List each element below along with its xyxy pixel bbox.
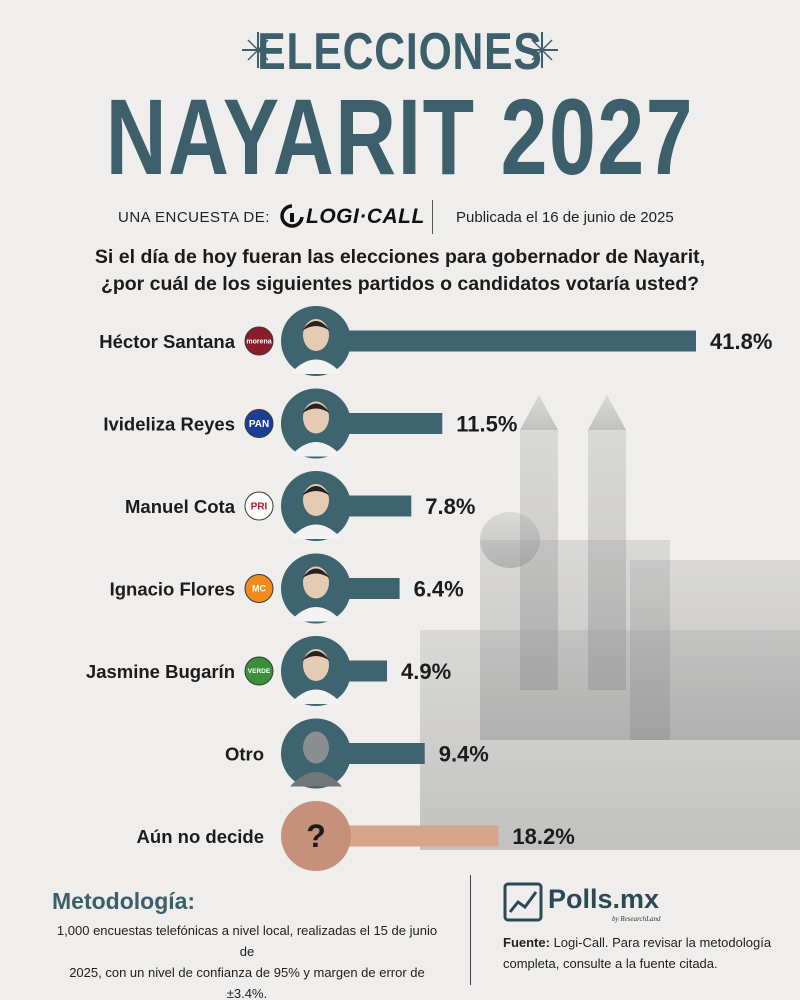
methodology-line-1: 1,000 encuestas telefónicas a nivel loca… bbox=[56, 923, 438, 959]
avatar-body bbox=[290, 359, 342, 374]
category-label: Héctor Santana bbox=[99, 331, 235, 352]
value-label: 7.8% bbox=[425, 494, 475, 519]
party-logo-icon bbox=[244, 409, 274, 438]
chart-row: PAN Ivideliza Reyes 11.5% bbox=[103, 388, 517, 459]
chart-row: Otro 9.4% bbox=[225, 718, 489, 789]
star-ornament-icon bbox=[242, 32, 274, 68]
survey-question: Si el día de hoy fueran las elecciones p… bbox=[0, 244, 800, 298]
party-logo-label: PRI bbox=[251, 501, 268, 512]
title-line-2: NAYARIT 2027 bbox=[105, 76, 695, 197]
chart-row: ? Aún no decide 18.2% bbox=[137, 801, 575, 871]
source-body: Logi-Call. Para revisar la metodología c… bbox=[503, 935, 772, 971]
person-icon bbox=[290, 649, 342, 704]
avatar-hair bbox=[302, 403, 330, 414]
avatar-body bbox=[290, 524, 342, 539]
value-label: 6.4% bbox=[414, 577, 464, 602]
value-label: 9.4% bbox=[439, 742, 489, 767]
category-label: Manuel Cota bbox=[125, 496, 236, 517]
avatar-body bbox=[290, 689, 342, 704]
party-logo-icon bbox=[244, 656, 274, 686]
category-label: Ivideliza Reyes bbox=[103, 414, 235, 435]
party-logo-icon bbox=[244, 574, 274, 603]
bar bbox=[346, 495, 412, 517]
value-label: 41.8% bbox=[710, 329, 772, 354]
chart-row: MC Ignacio Flores 6.4% bbox=[110, 553, 464, 624]
category-label: Ignacio Flores bbox=[110, 579, 235, 600]
footer-divider bbox=[470, 875, 471, 985]
person-silhouette-icon bbox=[290, 731, 342, 787]
value-label: 4.9% bbox=[401, 659, 451, 684]
avatar-body bbox=[290, 607, 342, 622]
byline-divider bbox=[432, 200, 433, 234]
person-icon bbox=[290, 484, 342, 539]
party-logo-label: PAN bbox=[249, 419, 269, 430]
value-label: 11.5% bbox=[456, 412, 517, 437]
bar bbox=[346, 330, 696, 352]
bar bbox=[346, 660, 388, 682]
methodology-title: Metodología: bbox=[52, 888, 196, 914]
question-line-2: ¿por cuál de los siguientes partidos o c… bbox=[100, 273, 700, 295]
pollster-name: LOGI·CALL bbox=[306, 205, 425, 228]
bar bbox=[346, 578, 400, 599]
avatar-hair bbox=[302, 321, 330, 331]
party-logo-label: MC bbox=[252, 584, 266, 594]
bar bbox=[346, 825, 499, 847]
avatar-head bbox=[303, 731, 329, 764]
byline-label: UNA ENCUESTA DE: bbox=[118, 209, 270, 226]
methodology-line-2: 2025, con un nivel de confianza de 95% y… bbox=[69, 965, 425, 1000]
byline: UNA ENCUESTA DE: LOGI·CALL Publicada el … bbox=[0, 200, 800, 234]
avatar-hair bbox=[302, 651, 330, 661]
polls-logo-icon bbox=[503, 882, 543, 922]
party-logo-icon bbox=[244, 491, 274, 521]
party-logo-icon bbox=[244, 326, 274, 356]
avatar-hair bbox=[302, 568, 330, 579]
chart-row: PRI Manuel Cota 7.8% bbox=[125, 471, 475, 541]
category-label: Aún no decide bbox=[137, 826, 264, 847]
source-label: Fuente: bbox=[503, 935, 550, 950]
polls-brand: Polls.mx bbox=[548, 884, 660, 914]
party-logo-label: VERDE bbox=[248, 668, 271, 675]
source-note: Fuente: Logi-Call. Para revisar la metod… bbox=[503, 932, 773, 974]
published-date: Publicada el 16 de junio de 2025 bbox=[456, 209, 674, 226]
logicall-logo-icon bbox=[280, 204, 304, 228]
bar bbox=[346, 413, 443, 434]
person-icon bbox=[290, 566, 342, 622]
question-mark-icon: ? bbox=[306, 818, 326, 854]
avatar-hair bbox=[302, 486, 330, 496]
title-line-1: ELECCIONES bbox=[257, 23, 543, 81]
person-icon bbox=[290, 401, 342, 457]
polls-brand-sub: by ResearchLand bbox=[612, 915, 661, 923]
avatar bbox=[281, 801, 351, 871]
chart-row: VERDE Jasmine Bugarín 4.9% bbox=[86, 636, 451, 706]
bar bbox=[346, 743, 425, 764]
star-ornament-icon bbox=[526, 32, 558, 68]
methodology-text: 1,000 encuestas telefónicas a nivel loca… bbox=[52, 920, 442, 1000]
category-label: Otro bbox=[225, 744, 264, 765]
avatar-body bbox=[290, 772, 342, 787]
party-logo-label: morena bbox=[246, 338, 271, 345]
avatar-body bbox=[290, 442, 342, 457]
chart-row: morena Héctor Santana 41.8% bbox=[99, 306, 772, 376]
question-line-1: Si el día de hoy fueran las elecciones p… bbox=[94, 246, 706, 268]
category-label: Jasmine Bugarín bbox=[86, 661, 235, 682]
person-icon bbox=[290, 319, 342, 374]
value-label: 18.2% bbox=[512, 824, 574, 849]
